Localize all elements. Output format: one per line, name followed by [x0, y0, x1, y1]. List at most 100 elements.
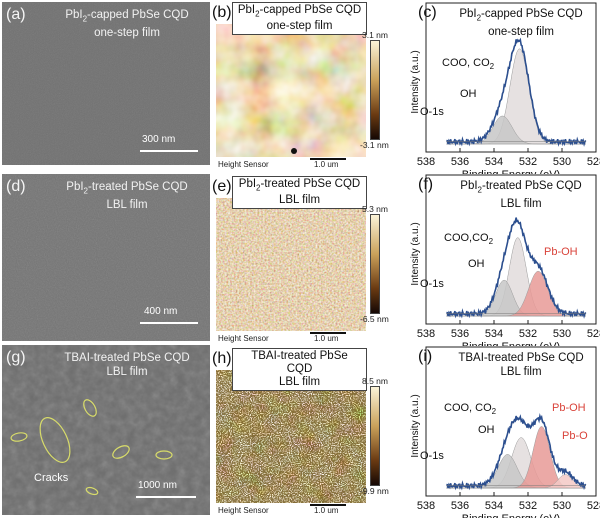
x-tick-label-532: 532: [519, 328, 537, 340]
xps-title-c: PbI2-capped PbSe CQD one-step film: [459, 8, 583, 39]
sem-title-g: TBAI-treated PbSe CQD LBL film: [64, 352, 190, 378]
scale-bar-g: [136, 496, 196, 498]
scale-bar-e: [310, 332, 346, 334]
afm-title-e: PbI2-treated PbSe CQD LBL film: [232, 176, 367, 210]
height-sensor-h: Height Sensor: [218, 506, 269, 515]
x-tick-label-532: 532: [519, 156, 537, 168]
xps-title-f: PbI2-treated PbSe CQD LBL film: [460, 180, 582, 211]
sem-image-a: (a) PbI2-capped PbSe CQD one-step film 30…: [2, 2, 210, 165]
x-tick-label-534: 534: [485, 500, 503, 512]
afm-image-e: (e) PbI2-treated PbSe CQD LBL film 5.3 nm…: [212, 176, 402, 346]
peak-label-oh-i: OH: [478, 424, 495, 436]
plot-frame: [425, 2, 597, 153]
peak-label-pbo-i: Pb-O: [562, 430, 588, 442]
colorbar-top-h: 8.5 nm: [362, 376, 388, 386]
panel-label-b: (b): [212, 4, 232, 21]
panel-label-c: (c): [418, 4, 437, 21]
afm-image-b: (b) PbI2-capped PbSe CQD one-step film 3.…: [212, 2, 402, 172]
x-tick-label-530: 530: [553, 156, 571, 168]
peak-label-oh-f: OH: [468, 258, 485, 270]
peak-label-pboh-f: Pb-OH: [544, 246, 578, 258]
x-tick-label-534: 534: [485, 156, 503, 168]
x-axis-label: Binding Energy (eV): [462, 513, 560, 518]
sem-texture-g: [2, 345, 210, 515]
scale-bar-a: [140, 150, 198, 152]
scale-text-e: 1.0 um: [314, 334, 339, 343]
xps-panel-f: (f) PbI2-treated PbSe CQD LBL film 538 536…: [404, 174, 600, 346]
xps-plot-f: 538 536 534 532 530 528 Binding Energy (eV) Int…: [410, 174, 600, 346]
scale-text-b: 1.0 um: [314, 160, 339, 169]
sem-title-a: PbI2-capped PbSe CQD one-step film: [65, 9, 189, 40]
scale-bar-d: [140, 322, 198, 324]
x-tick-label-532: 532: [519, 500, 537, 512]
xps-plot-i: 538 536 534 532 530 528 Binding Energy (eV) Int…: [410, 346, 600, 518]
panel-label-g: (g): [6, 349, 26, 366]
panel-label-e: (e): [212, 178, 232, 195]
plot-frame: [425, 174, 597, 325]
afm-title-b: PbI2-capped PbSe CQD one-step film: [232, 2, 367, 36]
x-tick-label-538: 538: [417, 156, 435, 168]
y-axis-label: Intensity (a.u.): [410, 50, 421, 113]
colorbar-bottom-h: -9.9 nm: [360, 486, 389, 496]
x-tick-label-530: 530: [553, 500, 571, 512]
scale-text-d: 400 nm: [144, 306, 178, 317]
crack-markers: [10, 399, 173, 496]
x-tick-label-528: 528: [587, 328, 600, 340]
panel-label-i: (i): [418, 348, 433, 365]
peak-label-pboh-i: Pb-OH: [552, 402, 586, 414]
colorbar-e: [370, 214, 380, 314]
x-tick-label-536: 536: [451, 328, 469, 340]
height-sensor-e: Height Sensor: [218, 334, 269, 343]
peak-label-o1s-c: O-1s: [420, 106, 444, 118]
afm-image-h: (h) TBAI-treated PbSe CQD LBL film 8.5 nm…: [212, 348, 402, 518]
x-axis-label: Binding Energy (eV): [462, 341, 560, 346]
afm-map-e: [216, 198, 366, 331]
sem-title-d: PbI2-treated PbSe CQD LBL film: [66, 181, 188, 212]
x-tick-label-528: 528: [587, 156, 600, 168]
x-tick-label-536: 536: [451, 156, 469, 168]
x-tick-label-538: 538: [417, 328, 435, 340]
y-axis-label: Intensity (a.u.): [410, 394, 421, 457]
xps-plot-c: 538 536 534 532 530 528 Binding Energy (eV) Int…: [410, 2, 600, 174]
x-tick-label-528: 528: [587, 500, 600, 512]
scale-text-g: 1000 nm: [138, 480, 177, 491]
sem-texture-d: [2, 174, 210, 341]
panel-label-h: (h): [212, 350, 232, 367]
sem-image-d: (d) PbI2-treated PbSe CQD LBL film 400 nm: [2, 174, 210, 341]
colorbar-bottom-e: -6.5 nm: [360, 314, 389, 324]
colorbar-top-e: 5.3 nm: [362, 204, 388, 214]
x-tick-label-534: 534: [485, 328, 503, 340]
height-sensor-b: Height Sensor: [218, 160, 269, 169]
peak-label-coo-c: COO, CO2: [442, 57, 495, 72]
colorbar-bottom-b: -3.1 nm: [360, 140, 389, 150]
scale-bar-h: [310, 504, 346, 506]
afm-map-h: [216, 370, 366, 503]
colorbar-h: [370, 386, 380, 486]
cracks-label: Cracks: [34, 472, 69, 484]
peak-label-coo-f: COO,CO2: [444, 232, 494, 247]
panel-label-d: (d): [6, 178, 26, 195]
afm-title-h: TBAI-treated PbSe CQD LBL film: [232, 348, 367, 391]
peak-label-o1s-i: O-1s: [420, 450, 444, 462]
scale-text-h: 1.0 um: [314, 506, 339, 515]
data-line-i: [446, 412, 587, 491]
sem-texture-a: [2, 2, 210, 165]
xps-panel-i: (i) TBAI-treated PbSe CQD LBL film 538 536…: [404, 346, 600, 518]
colorbar-top-b: 3.1 nm: [362, 30, 388, 40]
panel-label-a: (a): [6, 6, 26, 23]
scale-text-a: 300 nm: [142, 134, 176, 145]
xps-title-i: TBAI-treated PbSe CQD LBL film: [458, 352, 584, 378]
y-axis-label: Intensity (a.u.): [410, 222, 421, 285]
data-line-f: [446, 217, 587, 319]
sem-image-g: (g) TBAI-treated PbSe CQD LBL film Cracks…: [2, 345, 210, 515]
x-tick-label-530: 530: [553, 328, 571, 340]
afm-map-b: [216, 24, 366, 157]
peak-label-coo-i: COO, CO2: [444, 402, 497, 417]
colorbar-b: [370, 40, 380, 140]
x-tick-label-538: 538: [417, 500, 435, 512]
plot-frame: [425, 346, 597, 497]
xps-panel-c: (c) PbI2-capped PbSe CQD one-step film 53…: [404, 2, 600, 174]
x-tick-label-536: 536: [451, 500, 469, 512]
peak-label-oh-c: OH: [460, 88, 477, 100]
scale-bar-b: [310, 158, 346, 160]
